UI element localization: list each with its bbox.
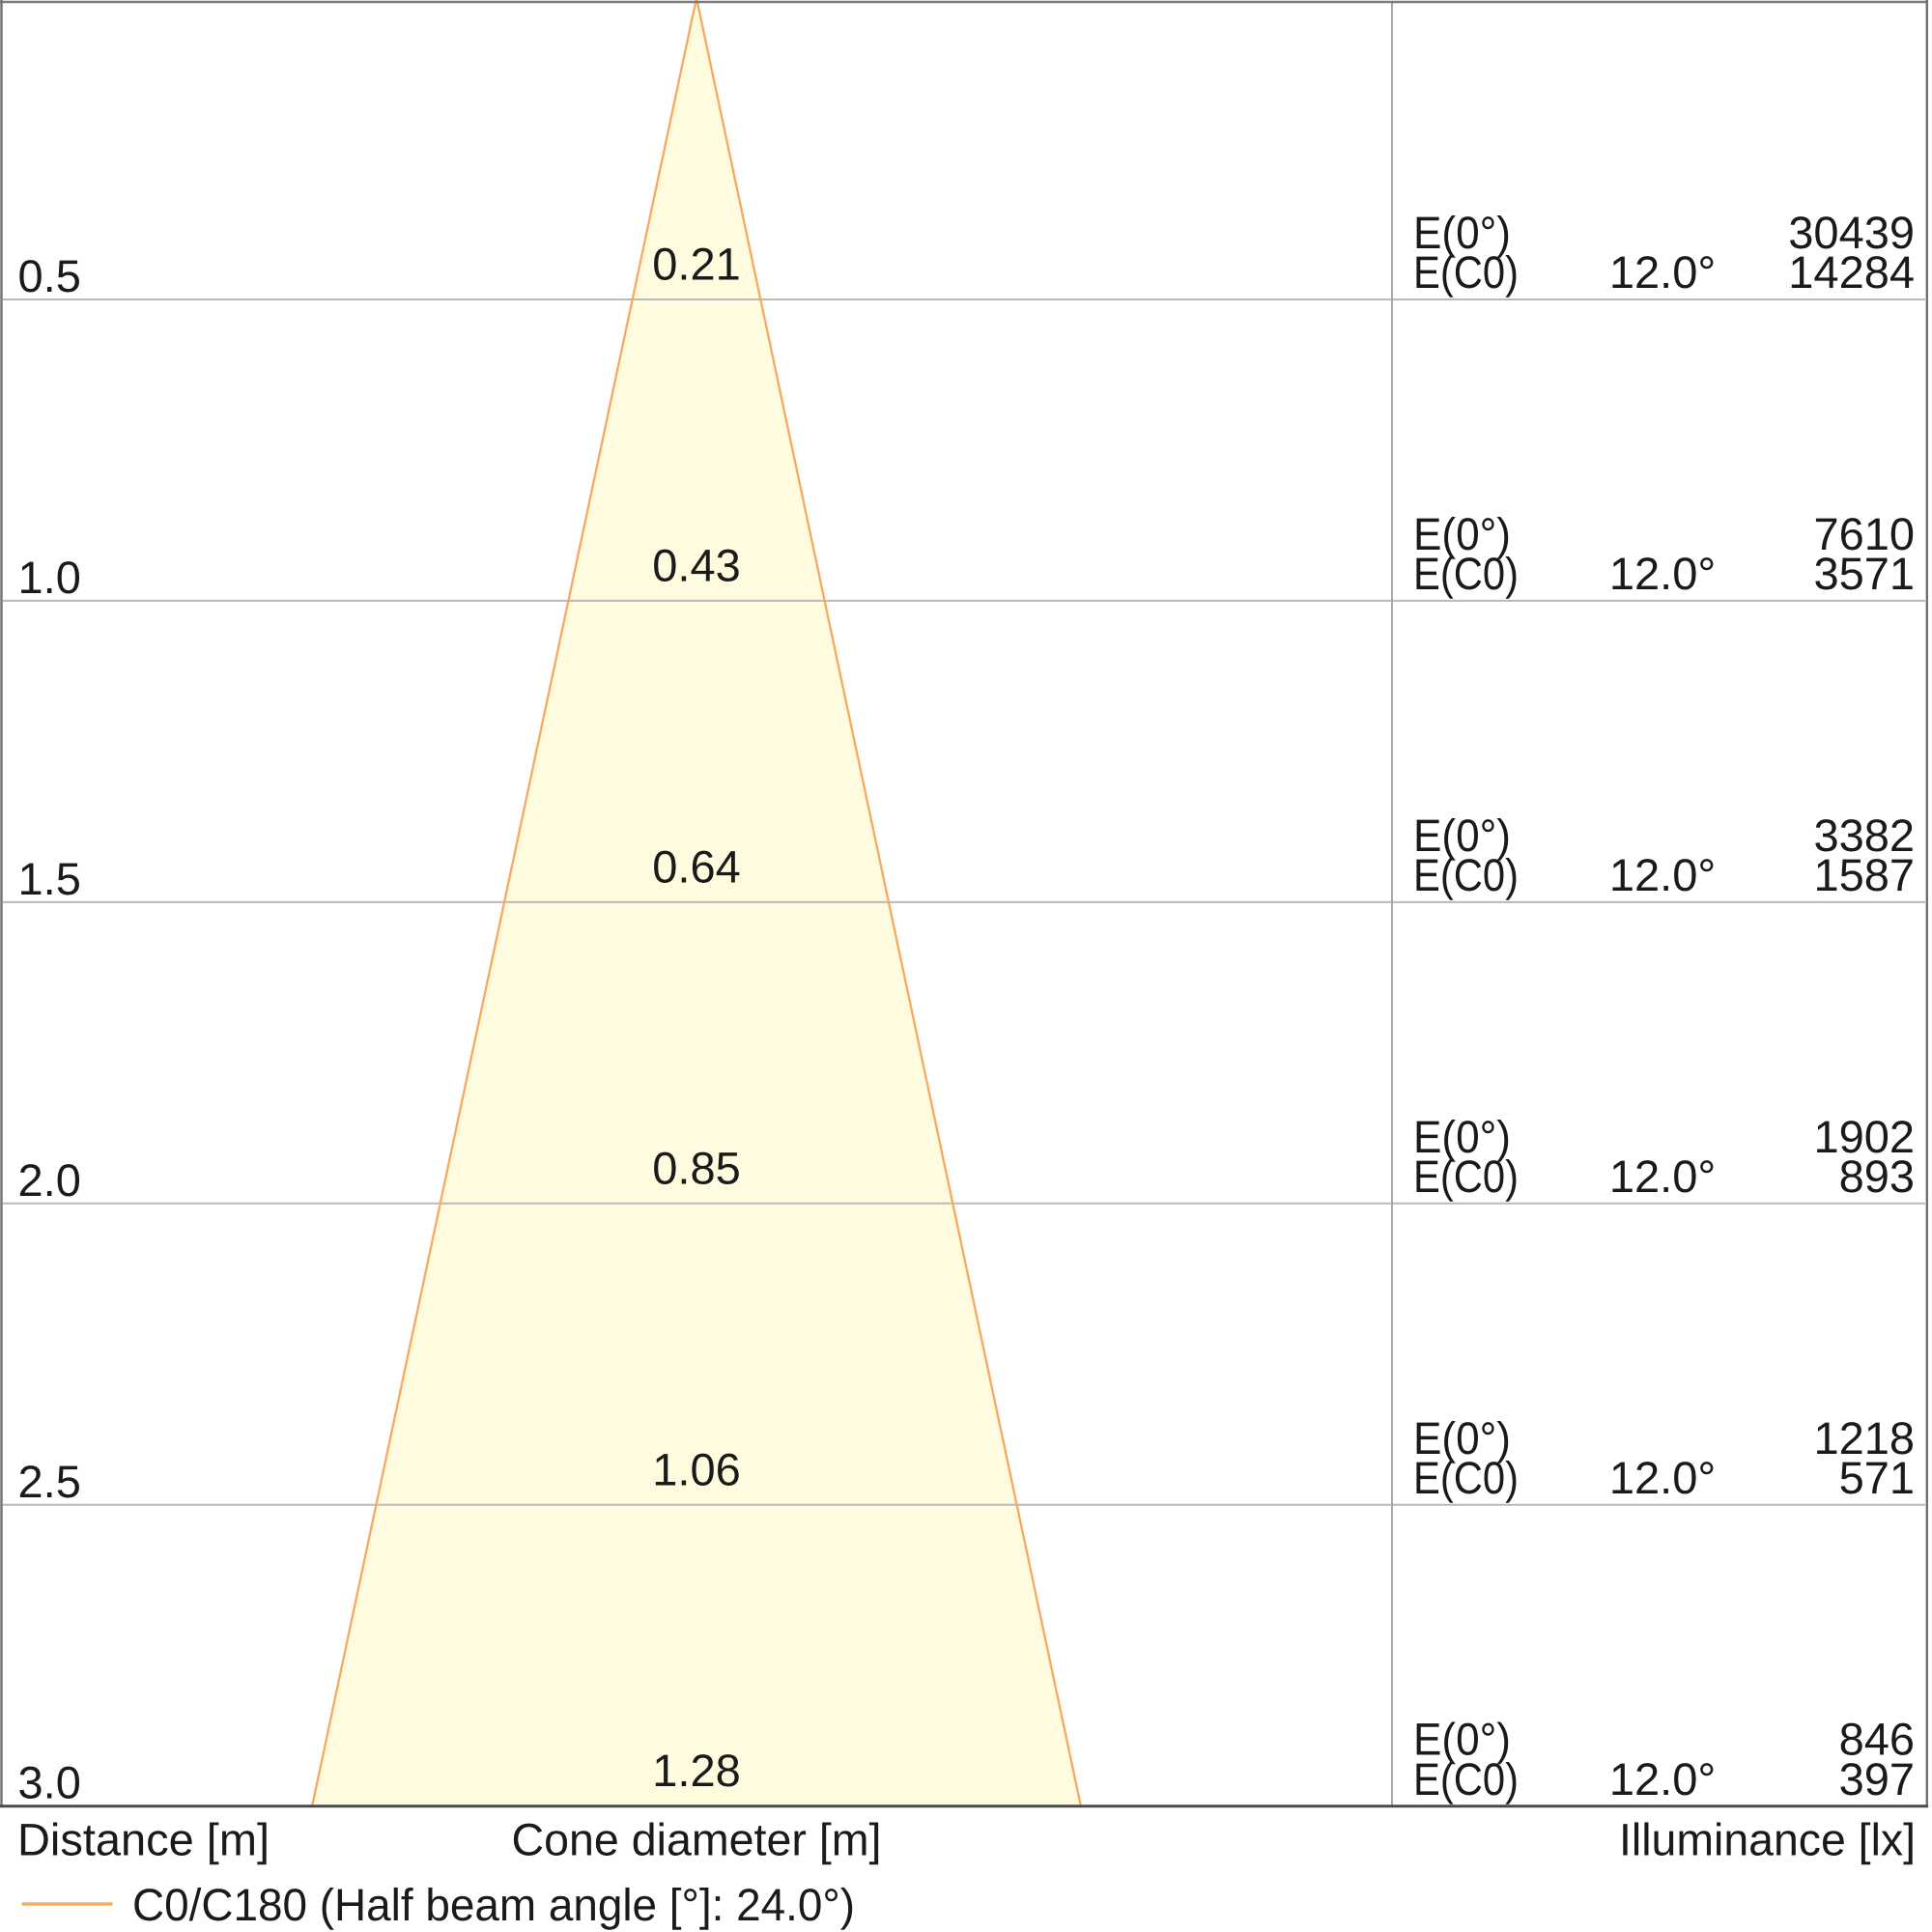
svg-text:E(0°): E(0°) [1413, 508, 1511, 559]
svg-text:3571: 3571 [1813, 548, 1915, 599]
svg-text:0.43: 0.43 [652, 539, 740, 590]
svg-text:E(C0): E(C0) [1413, 1151, 1519, 1202]
svg-text:571: 571 [1839, 1452, 1915, 1503]
svg-text:E(C0): E(C0) [1413, 246, 1519, 298]
svg-text:7610: 7610 [1813, 508, 1915, 559]
svg-text:Cone diameter [m]: Cone diameter [m] [512, 1814, 882, 1865]
svg-text:E(C0): E(C0) [1413, 849, 1519, 900]
svg-text:Illuminance [lx]: Illuminance [lx] [1619, 1814, 1916, 1865]
svg-text:1218: 1218 [1813, 1412, 1915, 1463]
svg-text:E(C0): E(C0) [1413, 1452, 1519, 1503]
svg-text:1587: 1587 [1813, 849, 1915, 900]
svg-text:3.0: 3.0 [18, 1757, 81, 1808]
svg-text:12.0°: 12.0° [1609, 849, 1716, 900]
svg-text:E(0°): E(0°) [1413, 810, 1511, 861]
svg-text:0.5: 0.5 [18, 250, 81, 301]
svg-text:846: 846 [1839, 1714, 1915, 1765]
svg-text:0.21: 0.21 [652, 239, 740, 290]
svg-text:1.5: 1.5 [18, 853, 81, 904]
svg-text:3382: 3382 [1813, 810, 1915, 861]
svg-text:12.0°: 12.0° [1609, 1151, 1716, 1202]
svg-text:12.0°: 12.0° [1609, 1753, 1716, 1804]
svg-text:E(0°): E(0°) [1413, 207, 1511, 258]
svg-text:1902: 1902 [1813, 1111, 1915, 1162]
svg-text:E(0°): E(0°) [1413, 1714, 1511, 1765]
svg-text:E(C0): E(C0) [1413, 548, 1519, 599]
svg-text:Distance [m]: Distance [m] [17, 1814, 270, 1865]
svg-text:C0/C180 (Half beam angle [°]:: C0/C180 (Half beam angle [°]: 24.0°) [132, 1879, 855, 1930]
svg-text:0.64: 0.64 [652, 840, 740, 892]
svg-text:12.0°: 12.0° [1609, 548, 1716, 599]
svg-text:1.28: 1.28 [652, 1745, 740, 1796]
svg-text:893: 893 [1839, 1151, 1915, 1202]
svg-text:12.0°: 12.0° [1609, 246, 1716, 298]
svg-text:397: 397 [1839, 1753, 1915, 1804]
svg-text:1.06: 1.06 [652, 1443, 740, 1494]
svg-text:12.0°: 12.0° [1609, 1452, 1716, 1503]
svg-text:1.0: 1.0 [18, 552, 81, 603]
svg-text:E(0°): E(0°) [1413, 1412, 1511, 1463]
svg-text:2.5: 2.5 [18, 1456, 81, 1507]
svg-text:30439: 30439 [1788, 207, 1915, 258]
svg-text:E(C0): E(C0) [1413, 1753, 1519, 1804]
svg-text:0.85: 0.85 [652, 1142, 740, 1193]
svg-text:14284: 14284 [1788, 246, 1915, 298]
svg-text:E(0°): E(0°) [1413, 1111, 1511, 1162]
svg-text:2.0: 2.0 [18, 1154, 81, 1206]
